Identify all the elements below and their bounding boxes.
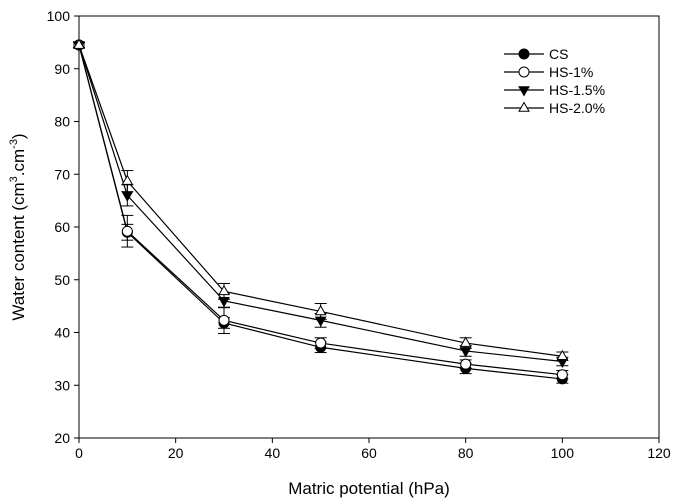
y-tick-label: 40: [54, 325, 70, 341]
x-tick-label: 40: [265, 445, 281, 461]
x-tick-label: 80: [458, 445, 474, 461]
y-tick-label: 90: [54, 61, 70, 77]
data-point: [121, 225, 133, 237]
legend-label: HS-2.0%: [549, 100, 605, 116]
data-point: [556, 349, 569, 361]
series-hs-2-0-: [73, 38, 569, 361]
series-line: [78, 44, 563, 363]
legend-item: HS-1.5%: [504, 82, 605, 98]
legend: CS HS-1% HS-1.5% HS-2.0%: [504, 46, 605, 116]
x-tick-label: 0: [75, 445, 83, 461]
y-tick-label: 50: [54, 272, 70, 288]
series-line: [78, 44, 563, 357]
legend-label: HS-1%: [549, 64, 593, 80]
series-line: [78, 44, 563, 376]
y-tick-label: 100: [47, 8, 71, 24]
x-tick-label: 100: [551, 445, 575, 461]
legend-item: HS-1%: [504, 64, 593, 80]
legend-item: HS-2.0%: [504, 100, 605, 116]
series-line: [78, 44, 563, 380]
data-point: [121, 174, 134, 185]
data-point: [556, 369, 568, 381]
data-point: [315, 337, 327, 349]
x-tick-label: 120: [647, 445, 671, 461]
data-point: [459, 347, 472, 358]
y-tick-label: 30: [54, 377, 70, 393]
data-point: [518, 66, 530, 78]
x-axis-title: Matric potential (hPa): [288, 479, 450, 498]
x-tick-label: 20: [168, 445, 184, 461]
y-tick-label: 20: [54, 430, 70, 446]
legend-item: CS: [504, 46, 568, 62]
data-point: [218, 314, 230, 326]
x-tick-label: 60: [361, 445, 377, 461]
legend-label: HS-1.5%: [549, 82, 605, 98]
data-point: [518, 48, 530, 60]
y-tick-label: 70: [54, 166, 70, 182]
data-point: [314, 304, 327, 316]
y-axis-title: Water content (cm3.cm-3): [8, 133, 28, 320]
data-point: [518, 86, 530, 97]
data-point: [460, 358, 472, 370]
data-point: [459, 336, 472, 347]
series-cs: [73, 39, 569, 385]
y-axis: 20 30 40 50 60 70 80 90 100: [47, 8, 79, 446]
data-point: [518, 101, 530, 112]
y-tick-label: 80: [54, 114, 70, 130]
data-point: [73, 38, 85, 49]
series-hs-1-: [73, 39, 569, 381]
data-point: [218, 284, 230, 296]
legend-label: CS: [549, 46, 568, 62]
x-axis: 0 20 40 60 80 100 120: [75, 438, 671, 461]
y-tick-label: 60: [54, 219, 70, 235]
series-layer: [73, 38, 569, 385]
